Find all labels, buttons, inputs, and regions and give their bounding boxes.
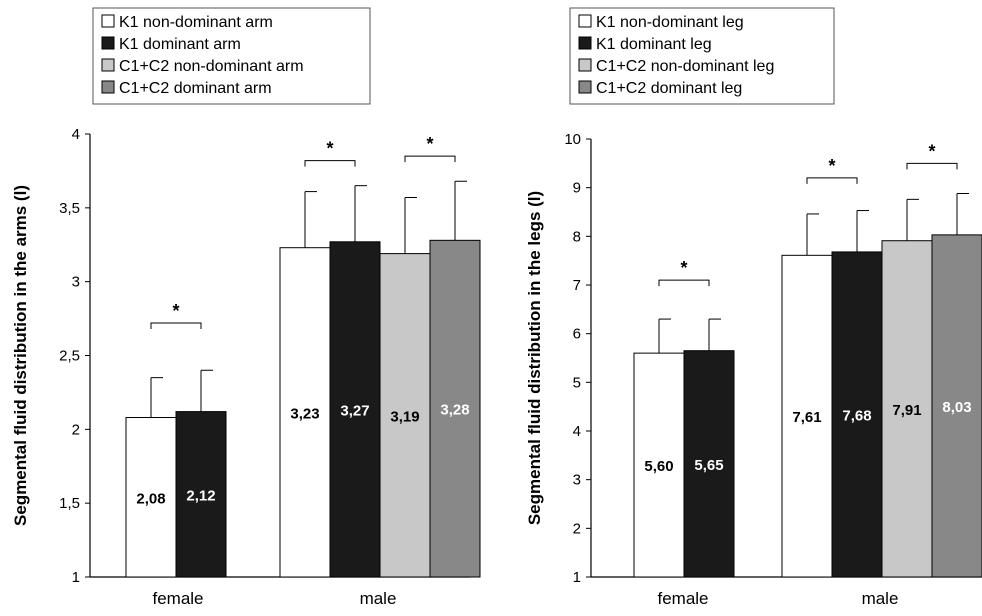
bar bbox=[931, 234, 982, 578]
legend-swatch bbox=[578, 80, 592, 94]
significance-bracket bbox=[150, 322, 202, 330]
data-label: 8,03 bbox=[942, 399, 971, 416]
chart-panel-arms: 1 1,5 2 2,5 3 3,5 4 Segmental fluid distributio… bbox=[11, 7, 481, 608]
y-tick-label: 9 bbox=[573, 180, 581, 197]
legend-swatch bbox=[578, 36, 592, 50]
legend-label: C1+C2 dominant leg bbox=[596, 80, 742, 97]
y-tick-label: 4 bbox=[573, 423, 581, 440]
data-label: 7,68 bbox=[842, 407, 871, 424]
legend-swatch bbox=[578, 14, 592, 28]
y-tick-label: 2 bbox=[573, 520, 581, 537]
data-label: 2,08 bbox=[136, 490, 165, 507]
significance-bracket bbox=[404, 155, 456, 163]
data-label: 7,61 bbox=[792, 409, 821, 426]
legend-label: C1+C2 non-dominant arm bbox=[119, 58, 304, 75]
legend-swatch bbox=[101, 80, 115, 94]
y-tick-label: 5 bbox=[573, 374, 581, 391]
significance-marker: * bbox=[928, 141, 935, 161]
chart-panel-legs: 1 2 3 4 5 6 7 8 9 10 Segmental fluid distribution … bbox=[525, 7, 982, 608]
bar bbox=[633, 352, 685, 578]
legend-box bbox=[569, 7, 835, 105]
y-tick-label: 8 bbox=[573, 228, 581, 245]
data-label: 3,19 bbox=[390, 408, 419, 425]
bar bbox=[683, 350, 735, 578]
data-label: 3,27 bbox=[340, 402, 369, 419]
x-category-label: female bbox=[152, 589, 203, 608]
significance-marker: * bbox=[172, 301, 179, 321]
legend-label: K1 dominant leg bbox=[596, 36, 712, 53]
bar bbox=[429, 239, 481, 578]
data-label: 3,28 bbox=[440, 402, 469, 419]
legend-swatch bbox=[578, 58, 592, 72]
significance-bracket bbox=[658, 279, 710, 287]
bar bbox=[831, 251, 883, 578]
significance-marker: * bbox=[326, 139, 333, 159]
bar bbox=[175, 411, 227, 578]
legend-label: C1+C2 non-dominant leg bbox=[596, 58, 774, 75]
bar bbox=[329, 241, 381, 578]
y-tick-label: 1 bbox=[573, 569, 581, 586]
legend: K1 non-dominant leg K1 dominant leg C1+C2 … bbox=[569, 7, 835, 105]
x-category-label: female bbox=[657, 589, 708, 608]
significance-bracket bbox=[304, 160, 356, 167]
significance-marker: * bbox=[680, 258, 687, 278]
y-tick-label: 2 bbox=[72, 421, 80, 438]
data-label: 7,91 bbox=[892, 402, 921, 419]
x-category-label: male bbox=[862, 589, 899, 608]
y-tick-label: 2,5 bbox=[59, 348, 80, 365]
y-axis-title: Segmental fluid distribution in the arms… bbox=[11, 185, 30, 526]
y-tick-label: 10 bbox=[564, 131, 581, 148]
bar bbox=[279, 247, 331, 578]
data-label: 3,23 bbox=[290, 405, 319, 422]
bar bbox=[881, 240, 933, 578]
legend-box bbox=[92, 7, 371, 105]
y-tick-label: 6 bbox=[573, 326, 581, 343]
y-tick-label: 7 bbox=[573, 277, 581, 294]
legend-label: K1 dominant arm bbox=[119, 36, 241, 53]
x-category-label: male bbox=[360, 589, 397, 608]
legend-swatch bbox=[101, 14, 115, 28]
bar bbox=[781, 254, 833, 578]
data-label: 2,12 bbox=[186, 487, 215, 504]
legend: K1 non-dominant arm K1 dominant arm C1+C2 … bbox=[92, 7, 371, 105]
y-tick-label: 1,5 bbox=[59, 495, 80, 512]
legend-swatch bbox=[101, 36, 115, 50]
significance-bracket bbox=[906, 162, 958, 170]
y-tick-label: 3,5 bbox=[59, 200, 80, 217]
y-tick-label: 4 bbox=[72, 126, 80, 143]
legend-swatch bbox=[101, 58, 115, 72]
data-label: 5,65 bbox=[694, 457, 723, 474]
legend-label: C1+C2 dominant arm bbox=[119, 80, 272, 97]
significance-bracket bbox=[806, 177, 858, 184]
legend-label: K1 non-dominant arm bbox=[119, 14, 273, 31]
legend-label: K1 non-dominant leg bbox=[596, 14, 744, 31]
y-axis-title: Segmental fluid distribution in the legs… bbox=[525, 191, 544, 525]
y-tick-label: 3 bbox=[573, 472, 581, 489]
data-label: 5,60 bbox=[644, 458, 673, 475]
significance-marker: * bbox=[828, 156, 835, 176]
significance-marker: * bbox=[426, 134, 433, 154]
y-tick-label: 1 bbox=[72, 569, 80, 586]
y-tick-label: 3 bbox=[72, 274, 80, 291]
